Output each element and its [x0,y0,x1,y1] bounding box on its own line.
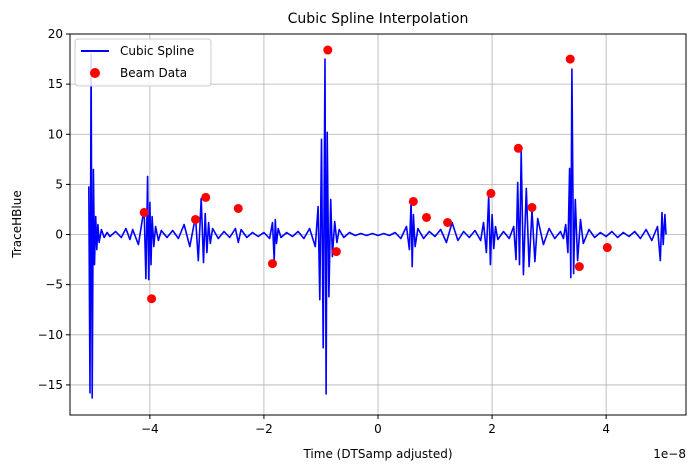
beam-data-point [267,259,277,269]
y-tick-label: 5 [55,177,63,191]
legend-marker-swatch [90,68,100,78]
beam-data-point [331,247,341,257]
beam-data-point [602,243,612,253]
beam-data-point [139,207,149,217]
x-axis-label: Time (DTSamp adjusted) [302,447,452,461]
legend-label-cubic-spline: Cubic Spline [120,44,194,58]
grid-lines [70,33,686,415]
x-tick-label: 2 [488,422,496,436]
chart-title: Cubic Spline Interpolation [288,11,469,27]
plot-area [88,45,667,399]
legend-label-beam-data: Beam Data [120,66,187,80]
beam-data-point [408,196,418,206]
legend: Cubic Spline Beam Data [74,38,212,87]
beam-data-point [443,217,453,227]
y-tick-label: 10 [48,127,63,141]
beam-data-point [323,45,333,55]
y-tick-label: 20 [48,27,63,41]
beam-data-point [565,54,575,64]
x-tick-label: −4 [141,422,159,436]
beam-data-point [486,188,496,198]
y-tick-label: −15 [38,378,63,392]
x-tick-label: −2 [255,422,273,436]
cubic-spline-line [88,53,667,399]
beam-data-point [527,202,537,212]
y-tick-label: 15 [48,77,63,91]
beam-data-point [574,262,584,272]
beam-data-point [421,212,431,222]
beam-data-point [201,192,211,202]
y-tick-label: −10 [38,328,63,342]
x-axis-ticks: −4 −2 0 2 4 [141,415,610,436]
y-axis-ticks: −15 −10 −5 0 5 10 15 20 [38,27,70,392]
beam-data-point [190,214,200,224]
y-tick-label: −5 [45,278,63,292]
y-tick-label: 0 [55,228,63,242]
beam-data-point [233,203,243,213]
beam-data-point [513,143,523,153]
x-tick-label: 0 [374,422,382,436]
beam-data-point [147,294,157,304]
y-axis-label: TraceHBlue [10,190,24,258]
x-tick-label: 4 [602,422,610,436]
x-axis-offset-label: 1e−8 [653,447,686,461]
